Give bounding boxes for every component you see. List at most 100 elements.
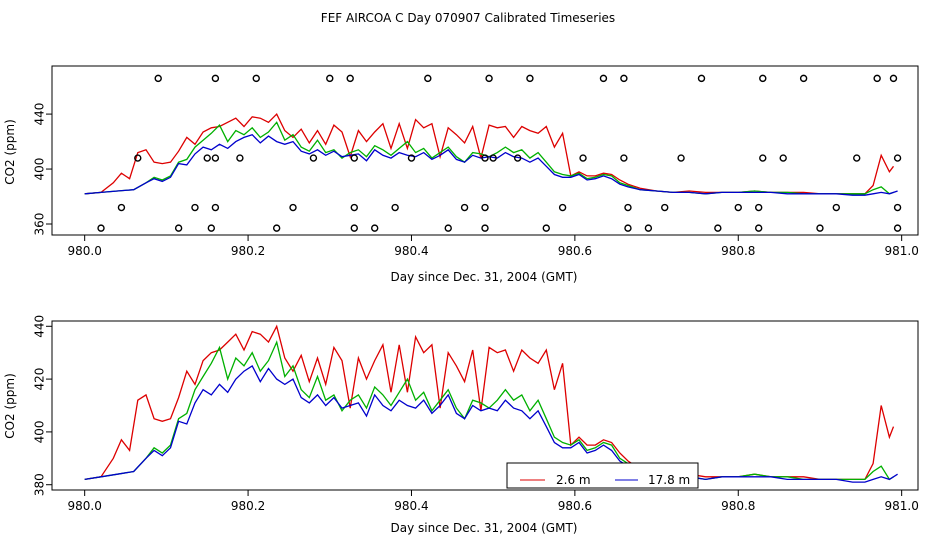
top-series	[84, 112, 898, 196]
top-ytick-label: 400	[33, 158, 47, 181]
top-marker-point	[407, 154, 416, 162]
top-marker-point	[893, 154, 902, 162]
top-marker-point	[779, 154, 787, 162]
top-xlabel: Day since Dec. 31, 2004 (GMT)	[391, 270, 578, 284]
bottom-ytick-label: 400	[33, 420, 47, 443]
top-marker-point	[481, 203, 489, 212]
bottom-xtick-label: 980.8	[721, 499, 755, 513]
top-marker-point	[644, 224, 653, 232]
bottom-series-17-8-m	[84, 364, 898, 483]
top-marker-point	[759, 154, 767, 162]
top-marker-point	[117, 203, 126, 212]
legend-label-2-6m: 2.6 m	[556, 473, 591, 487]
bottom-xtick-label: 980.4	[394, 499, 428, 513]
top-plot-frame	[51, 65, 919, 236]
top-marker-point	[853, 154, 861, 162]
top-marker-point	[754, 203, 763, 212]
top-marker-point	[174, 224, 183, 232]
bottom-ytick-label: 420	[33, 368, 47, 391]
top-marker-point	[444, 224, 452, 232]
top-y-axis: 360 400 440	[33, 103, 52, 236]
top-marker-point	[191, 203, 199, 212]
top-marker-point	[309, 154, 318, 162]
top-marker-point	[481, 154, 489, 162]
top-marker-point	[289, 203, 297, 212]
bottom-ylabel: CO2 (ppm)	[3, 373, 17, 439]
top-marker-point	[889, 74, 898, 83]
top-marker-point	[661, 203, 669, 212]
top-marker-point	[485, 74, 493, 83]
top-marker-point	[677, 154, 685, 162]
top-marker-point	[211, 74, 220, 83]
legend: 2.6 m 17.8 m	[506, 462, 699, 489]
top-ytick-label: 360	[33, 213, 47, 236]
top-marker-point	[489, 154, 497, 162]
top-marker-point	[211, 154, 220, 162]
top-marker-point	[346, 74, 354, 83]
top-ylabel: CO2 (ppm)	[3, 119, 17, 185]
top-marker-point	[759, 74, 767, 83]
top-marker-point	[134, 154, 142, 162]
top-ytick-label: 440	[33, 103, 47, 126]
bottom-xtick-label: 980.2	[231, 499, 265, 513]
top-marker-point	[97, 224, 105, 232]
top-marker-point	[599, 74, 608, 83]
top-marker-point	[624, 224, 632, 232]
top-series-10-5-m	[84, 121, 894, 195]
bottom-plot-frame	[51, 320, 919, 491]
top-markers	[97, 74, 902, 232]
top-marker-point	[754, 224, 763, 232]
top-marker-point	[252, 74, 260, 83]
top-xtick-label: 980.0	[67, 244, 101, 258]
top-marker-point	[579, 154, 587, 162]
top-marker-point	[624, 203, 632, 212]
top-marker-point	[893, 224, 902, 232]
top-marker-point	[350, 203, 358, 212]
top-xtick-label: 980.2	[231, 244, 265, 258]
top-marker-point	[203, 154, 211, 162]
top-marker-point	[620, 154, 628, 162]
top-marker-point	[391, 203, 399, 212]
top-x-axis: 980.0 980.2 980.4 980.6 980.8 981.0	[67, 235, 919, 258]
bottom-xtick-label: 981.0	[884, 499, 918, 513]
legend-box	[506, 462, 699, 489]
bottom-y-axis: 380 400 420 440	[33, 315, 52, 496]
legend-label-17-8m: 17.8 m	[648, 473, 690, 487]
top-marker-point	[542, 224, 550, 232]
top-marker-point	[734, 203, 742, 212]
bottom-series-10-5-m	[84, 340, 894, 481]
top-marker-point	[211, 203, 220, 212]
top-marker-point	[350, 224, 358, 232]
top-marker-point	[526, 74, 534, 83]
top-marker-point	[272, 224, 281, 232]
bottom-series	[84, 324, 898, 483]
top-xtick-label: 980.6	[558, 244, 592, 258]
bottom-xtick-label: 980.6	[558, 499, 592, 513]
top-marker-point	[799, 74, 808, 83]
bottom-ytick-label: 440	[33, 315, 47, 338]
top-series-17-8-m	[84, 133, 898, 196]
bottom-xtick-label: 980.0	[67, 499, 101, 513]
bottom-ytick-label: 380	[33, 473, 47, 496]
top-marker-point	[513, 154, 522, 162]
top-marker-point	[460, 203, 469, 212]
bottom-series-2-6-m	[84, 324, 895, 481]
top-marker-point	[424, 74, 432, 83]
top-marker-point	[326, 74, 334, 83]
top-marker-point	[481, 224, 489, 232]
top-xtick-label: 981.0	[884, 244, 918, 258]
bottom-x-axis: 980.0 980.2 980.4 980.6 980.8 981.0	[67, 490, 919, 513]
top-marker-point	[558, 203, 567, 212]
top-marker-point	[832, 203, 841, 212]
top-marker-point	[873, 74, 881, 83]
top-marker-point	[207, 224, 216, 232]
top-marker-point	[620, 74, 628, 83]
figure-title: FEF AIRCOA C Day 070907 Calibrated Times…	[321, 11, 615, 25]
top-marker-point	[893, 203, 902, 212]
top-marker-point	[697, 74, 706, 83]
top-marker-point	[154, 74, 162, 83]
top-panel: 360 400 440 980.0 980.2 980.4 980.6 980.8 981.0…	[3, 65, 919, 284]
top-marker-point	[371, 224, 379, 232]
